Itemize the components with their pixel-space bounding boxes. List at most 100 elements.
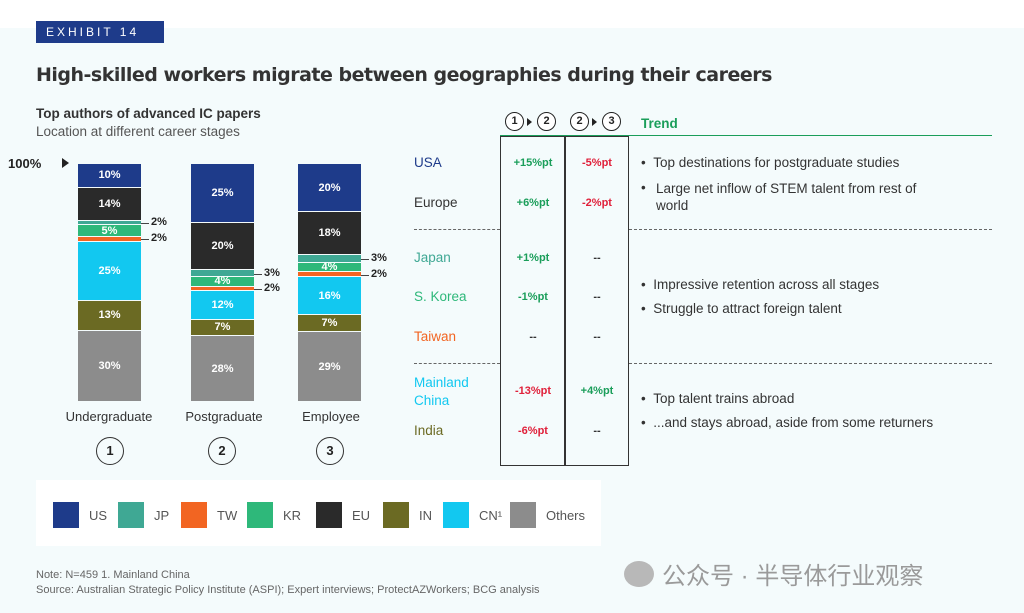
bar-value-label: 14% xyxy=(98,197,121,210)
source-note: Source: Australian Strategic Policy Inst… xyxy=(36,584,540,596)
bar-value-label: 10% xyxy=(98,169,121,182)
region-s-korea: S. Korea xyxy=(414,289,467,304)
header-rule xyxy=(500,135,992,136)
bar-value-callout: 2% xyxy=(264,281,280,294)
legend-item-jp: JP xyxy=(118,502,169,528)
legend-swatch xyxy=(181,502,207,528)
wechat-icon xyxy=(624,560,654,587)
bar-value-callout: 3% xyxy=(371,251,387,264)
delta-1-2-europe: +6%pt xyxy=(516,197,550,209)
delta-2-3-s-korea: -- xyxy=(593,291,601,303)
column-box-2-to-3 xyxy=(564,136,629,466)
category-label-employee: Employee xyxy=(302,409,360,424)
header-arrow-icon xyxy=(527,118,532,126)
legend-item-in: IN xyxy=(383,502,432,528)
trend-text: Impressive retention across all stages xyxy=(653,277,880,292)
category-label-undergraduate: Undergraduate xyxy=(65,409,153,424)
legend-swatch xyxy=(510,502,536,528)
y-marker-arrow-icon xyxy=(62,158,69,168)
footnote: Note: N=459 1. Mainland China xyxy=(36,569,190,581)
bar-value-callout: 2% xyxy=(151,232,167,245)
bullet: • xyxy=(641,180,654,195)
legend-label: Others xyxy=(546,507,586,523)
delta-1-2-usa: +15%pt xyxy=(513,157,553,169)
bar-segment-kr-2: 4% xyxy=(191,275,254,288)
bar-value-label: 5% xyxy=(101,224,118,237)
bar-value-label: 16% xyxy=(318,289,341,302)
legend: US JP TW KR EU IN CN¹ Others xyxy=(36,480,601,546)
bar-value-label: 4% xyxy=(321,260,338,273)
delta-1-2-mainland-china: -13%pt xyxy=(514,385,552,397)
trend-item: • Top destinations for postgraduate stud… xyxy=(641,155,900,170)
bar-value-label: 20% xyxy=(211,239,234,252)
trend-text: Top destinations for postgraduate studie… xyxy=(653,155,900,170)
region-japan: Japan xyxy=(414,250,451,265)
bar-segment-others-2: 28% xyxy=(191,336,254,401)
trend-header: Trend xyxy=(641,116,678,131)
callout-leader-line xyxy=(254,288,262,290)
header-arrow-icon xyxy=(592,118,597,126)
watermark: 公众号 · 半导体行业观察 xyxy=(624,556,923,591)
bar-segment-us-1: 10% xyxy=(78,164,141,187)
bar-segment-eu-2: 20% xyxy=(191,222,254,270)
bar-segment-kr-1: 5% xyxy=(78,224,141,237)
bar-value-label: 30% xyxy=(98,360,121,373)
bar-segment-others-1: 30% xyxy=(78,331,141,401)
trend-text: Top talent trains abroad xyxy=(653,391,795,406)
delta-2-3-japan: -- xyxy=(593,252,601,264)
bar-segment-in-1: 13% xyxy=(78,300,141,331)
bar-value-callout: 2% xyxy=(371,267,387,280)
bar-segment-eu-1: 14% xyxy=(78,187,141,220)
legend-item-us: US xyxy=(53,502,107,528)
legend-label: EU xyxy=(352,507,371,523)
bar-value-callout: 3% xyxy=(264,266,280,279)
bar-value-label: 4% xyxy=(214,275,231,288)
bar-value-label: 18% xyxy=(318,227,341,240)
bar-segment-jp-2 xyxy=(191,270,254,277)
region-europe: Europe xyxy=(414,195,458,210)
column-box-1-to-2 xyxy=(500,136,566,466)
bar-segment-in-3: 7% xyxy=(298,315,361,332)
trend-item: • Top talent trains abroad xyxy=(641,391,795,406)
trend-item: • Struggle to attract foreign talent xyxy=(641,301,842,316)
group-divider xyxy=(629,229,992,230)
delta-1-2-japan: +1%pt xyxy=(516,252,550,264)
legend-label: TW xyxy=(217,507,238,523)
bar-value-label: 28% xyxy=(211,362,234,375)
bar-value-callout: 2% xyxy=(151,215,167,228)
bar-segment-us-3: 20% xyxy=(298,164,361,212)
legend-swatch xyxy=(443,502,469,528)
group-divider xyxy=(629,363,992,364)
legend-label: JP xyxy=(154,507,170,523)
header-stage-circle: 2 xyxy=(537,112,556,131)
callout-leader-line xyxy=(361,274,369,276)
category-label-postgraduate: Postgraduate xyxy=(185,409,263,424)
delta-1-2-india: -6%pt xyxy=(518,425,548,437)
legend-item-eu: EU xyxy=(316,502,370,528)
legend-swatch xyxy=(383,502,409,528)
delta-2-3-india: -- xyxy=(593,425,601,437)
trend-item: • Impressive retention across all stages xyxy=(641,277,880,292)
legend-swatch xyxy=(316,502,342,528)
stage-number-1: 1 xyxy=(96,437,124,465)
legend-swatch xyxy=(247,502,273,528)
chart-subtitle: Location at different career stages xyxy=(36,124,240,139)
callout-leader-line xyxy=(141,222,149,224)
bar-segment-cn-1: 25% xyxy=(78,241,141,300)
trend-text: Large net inflow of STEM talent from res… xyxy=(656,181,917,213)
legend-swatch xyxy=(118,502,144,528)
bar-segment-cn-2: 12% xyxy=(191,291,254,319)
bar-value-label: 12% xyxy=(211,298,234,311)
delta-2-3-mainland-china: +4%pt xyxy=(580,385,614,397)
delta-1-2-taiwan: -- xyxy=(529,331,537,343)
page-title: High-skilled workers migrate between geo… xyxy=(36,64,772,86)
exhibit-tag: EXHIBIT 14 xyxy=(36,21,164,43)
delta-2-3-europe: -2%pt xyxy=(582,197,612,209)
trend-text: Struggle to attract foreign talent xyxy=(653,301,842,316)
bar-segment-tw-3 xyxy=(298,272,361,276)
legend-swatch xyxy=(53,502,79,528)
delta-2-3-usa: -5%pt xyxy=(582,157,612,169)
region-usa: USA xyxy=(414,155,442,170)
delta-1-2-s-korea: -1%pt xyxy=(518,291,548,303)
bar-value-label: 20% xyxy=(318,181,341,194)
